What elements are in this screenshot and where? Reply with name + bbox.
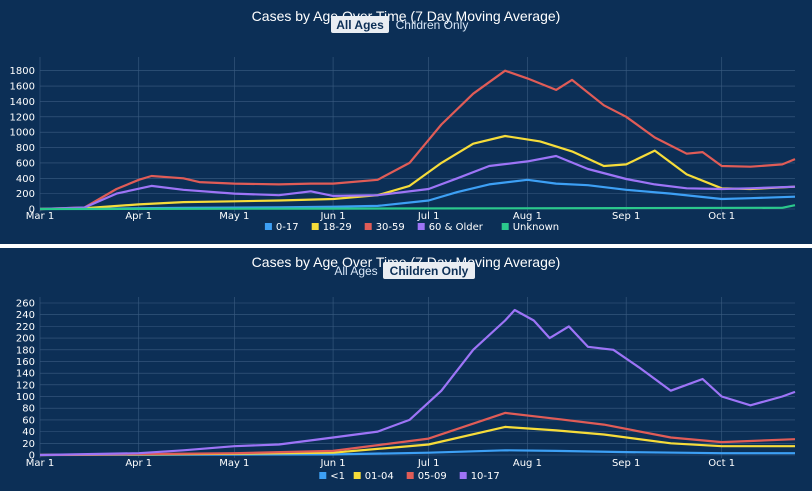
svg-text:10-17: 10-17 [471,471,500,482]
x-tick-label: Mar 1 [26,211,54,222]
y-tick-label: 1800 [10,66,35,77]
x-tick-label: May 1 [219,211,249,222]
x-tick-label: Jul 1 [417,211,440,222]
series-line-lt1 [39,449,795,457]
y-tick-label: 40 [22,427,35,438]
y-tick-label: 1400 [10,97,35,108]
y-tick-label: 200 [16,189,35,200]
svg-text:01-04: 01-04 [365,471,394,482]
legend-item-10-17[interactable]: 10-17 [459,471,500,482]
x-tick-label: Apr 1 [125,211,152,222]
y-tick-label: 200 [16,334,35,345]
x-tick-label: Aug 1 [513,458,542,469]
x-tick-label: May 1 [219,458,249,469]
legend-item-01-04[interactable]: 01-04 [353,471,394,482]
svg-text:60 & Older: 60 & Older [429,222,484,233]
series-line-10-17 [39,308,796,457]
legend-item-05-09[interactable]: 05-09 [406,471,447,482]
x-tick-label: Jul 1 [417,458,440,469]
toggle-all-ages-button[interactable]: All Ages [331,16,389,33]
x-tick-label: Jun 1 [319,211,345,222]
all-ages-chart-panel: Cases by Age Over Time (7 Day Moving Ave… [0,0,812,244]
x-tick-label: Jun 1 [319,458,345,469]
x-tick-label: Mar 1 [26,458,54,469]
y-tick-label: 160 [16,357,35,368]
y-tick-label: 800 [16,143,35,154]
svg-text:All Ages: All Ages [336,18,384,32]
legend-item-lt1[interactable]: <1 [319,471,345,482]
y-tick-label: 180 [16,345,35,356]
chart-0-svg: Cases by Age Over Time (7 Day Moving Ave… [10,8,796,233]
legend-item-unknown[interactable]: Unknown [501,222,559,233]
svg-text:18-29: 18-29 [323,222,352,233]
svg-text:All Ages: All Ages [334,264,377,278]
series-line-60-older [39,154,796,211]
x-tick-label: Sep 1 [612,211,640,222]
x-tick-label: Sep 1 [612,458,640,469]
svg-text:30-59: 30-59 [376,222,405,233]
y-tick-label: 260 [16,299,35,310]
series-line-unknown [39,204,796,211]
svg-text:05-09: 05-09 [418,471,447,482]
chart-1-svg: Cases by Age Over Time (7 Day Moving Ave… [16,254,796,482]
chart-title: Cases by Age Over Time (7 Day Moving Ave… [252,8,561,24]
svg-text:Unknown: Unknown [513,222,559,233]
y-tick-label: 220 [16,322,35,333]
x-tick-label: Aug 1 [513,211,542,222]
y-tick-label: 400 [16,174,35,185]
y-tick-label: 20 [22,439,35,450]
y-tick-label: 1200 [10,112,35,123]
y-tick-label: 1000 [10,128,35,139]
y-tick-label: 100 [16,392,35,403]
y-tick-label: 0 [29,451,35,462]
y-tick-label: 140 [16,369,35,380]
children-only-chart-panel: Cases by Age Over Time (7 Day Moving Ave… [0,248,812,491]
series-line-30-59 [39,69,796,211]
x-tick-label: Apr 1 [125,458,152,469]
svg-text:0-17: 0-17 [276,222,299,233]
y-tick-label: 60 [22,415,35,426]
toggle-all-ages-button[interactable]: All Ages [334,264,377,278]
series-line-18-29 [39,134,796,211]
y-tick-label: 240 [16,310,35,321]
y-tick-label: 0 [29,205,35,216]
legend-item-0-17[interactable]: 0-17 [264,222,299,233]
svg-text:<1: <1 [330,471,345,482]
toggle-children-only-button[interactable]: Children Only [396,18,469,32]
y-tick-label: 120 [16,380,35,391]
series-line-01-04 [39,425,795,457]
series-line-05-09 [39,411,796,457]
x-tick-label: Oct 1 [708,211,735,222]
svg-text:Children Only: Children Only [390,264,469,278]
legend-item-30-59[interactable]: 30-59 [364,222,405,233]
x-tick-label: Oct 1 [708,458,735,469]
legend-item-60-older[interactable]: 60 & Older [417,222,484,233]
y-tick-label: 1600 [10,82,35,93]
y-tick-label: 600 [16,158,35,169]
legend-item-18-29[interactable]: 18-29 [311,222,352,233]
y-tick-label: 80 [22,404,35,415]
toggle-children-only-button[interactable]: Children Only [383,262,475,279]
svg-text:Children Only: Children Only [396,18,469,32]
